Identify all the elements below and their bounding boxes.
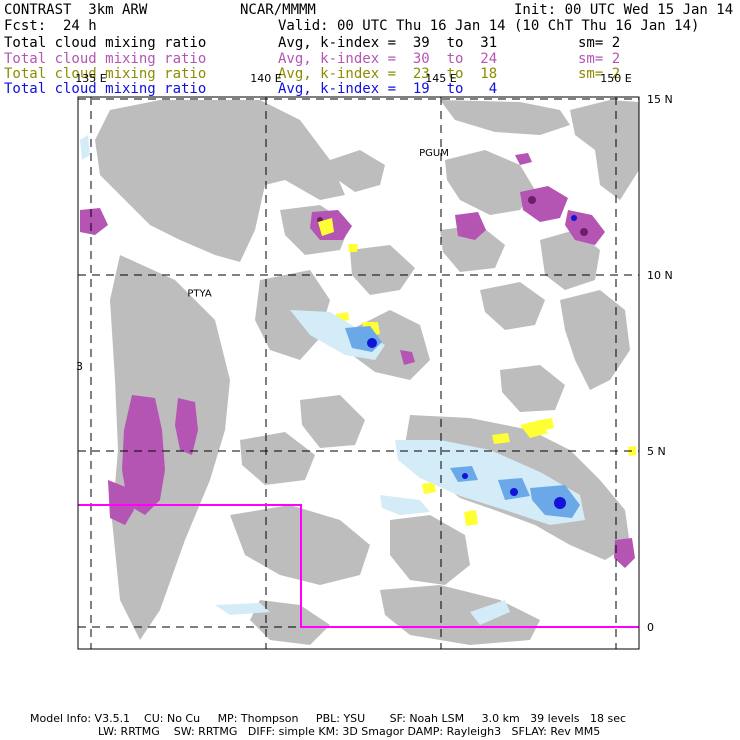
lon-label-2: 145 E bbox=[425, 72, 456, 85]
yellow-cloud-areas bbox=[318, 218, 636, 526]
longitude-labels: 135 E 140 E 145 E 150 E bbox=[75, 72, 631, 85]
latitude-labels: 15 N 10 N 5 N 0 bbox=[647, 93, 673, 634]
field-sm-3: sm= 2 bbox=[578, 66, 621, 82]
field-stat-2: Avg, k-index = 30 to 24 bbox=[278, 51, 498, 67]
organization: NCAR/MMMM bbox=[240, 2, 316, 18]
field-name-1: Total cloud mixing ratio bbox=[4, 35, 207, 51]
field-sm-1: sm= 2 bbox=[578, 35, 621, 51]
field-sm-2: sm= 2 bbox=[578, 51, 621, 67]
lat-label-1: 10 N bbox=[647, 269, 673, 282]
field-stat-1: Avg, k-index = 39 to 31 bbox=[278, 35, 498, 51]
map-title: CONTRAST 3km ARW bbox=[4, 2, 148, 18]
field-name-4: Total cloud mixing ratio bbox=[4, 81, 207, 97]
edge-mark: 3 bbox=[76, 360, 83, 373]
model-info-line-1: Model Info: V3.5.1 CU: No Cu MP: Thompso… bbox=[30, 712, 627, 725]
dark-violet-cores bbox=[317, 196, 588, 236]
forecast-hour: Fcst: 24 h bbox=[4, 18, 97, 34]
lat-label-0: 15 N bbox=[647, 93, 673, 106]
region-boundary bbox=[78, 504, 639, 628]
station-labels: PGUM PTYA bbox=[187, 148, 449, 300]
model-info-line-2: LW: RRTMG SW: RRTMG DIFF: simple KM: 3D … bbox=[98, 725, 601, 738]
init-time: Init: 00 UTC Wed 15 Jan 14 bbox=[514, 2, 734, 18]
field-name-2: Total cloud mixing ratio bbox=[4, 51, 207, 67]
lon-label-3: 150 E bbox=[600, 72, 631, 85]
field-name-3: Total cloud mixing ratio bbox=[4, 66, 207, 82]
valid-time: Valid: 00 UTC Thu 16 Jan 14 (10 ChT Thu … bbox=[278, 18, 700, 34]
lon-label-1: 140 E bbox=[250, 72, 281, 85]
field-stat-3: Avg, k-index = 23 to 18 bbox=[278, 66, 498, 82]
cloud-field bbox=[80, 100, 639, 645]
station-label-1: PTYA bbox=[187, 289, 211, 300]
lon-label-0: 135 E bbox=[75, 72, 106, 85]
lat-label-3: 0 bbox=[647, 621, 654, 634]
station-label-0: PGUM bbox=[419, 148, 449, 159]
map-border bbox=[77, 96, 640, 650]
lat-label-2: 5 N bbox=[647, 445, 666, 458]
field-stat-4: Avg, k-index = 19 to 4 bbox=[278, 81, 498, 97]
dark-blue-cores bbox=[367, 215, 577, 509]
